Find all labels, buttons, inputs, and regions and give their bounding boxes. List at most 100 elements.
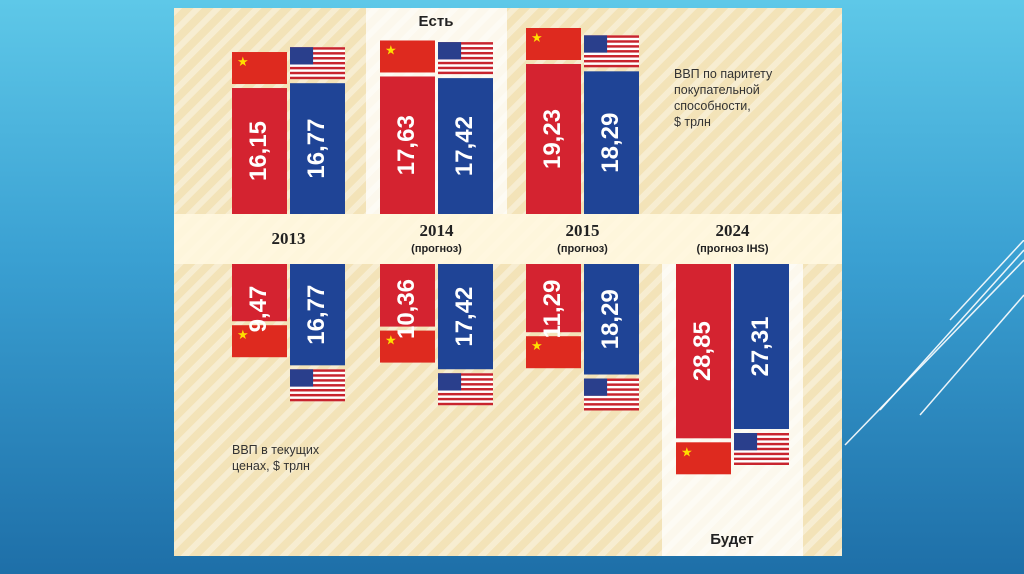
flag-usa-icon-ppp-2014-stripe [438, 66, 493, 70]
label-ppp-china-2015: 19,23 [539, 109, 566, 169]
bar-nominal-china-2014 [380, 264, 435, 327]
flag-china-icon-nominal-2024-star-icon: ★ [681, 445, 693, 460]
flag-china-icon-ppp-2013-star-icon: ★ [237, 55, 249, 70]
flag-usa-icon-ppp-2015-canton [584, 35, 608, 53]
flag-usa-icon-nominal-2024-stripe [734, 447, 789, 451]
label-nominal-china-2015: 11,29 [539, 280, 566, 339]
decorative-lines [840, 239, 1024, 465]
flag-usa-icon-nominal-2013-stripe [290, 374, 345, 377]
flag-usa-icon-nominal-2015-canton [584, 378, 608, 396]
flag-china-icon-nominal-2013 [232, 325, 287, 358]
flag-usa-icon-nominal-2024-stripe [734, 437, 789, 441]
flag-usa-icon-nominal-2024-stripe [734, 433, 789, 436]
gdp-infographic: Есть Будет 2013 ★ 16,15 16,77 ★ 9,47 16,77 2014 (п… [174, 8, 842, 556]
bar-nominal-china-2013 [232, 264, 287, 322]
flag-usa-icon-ppp-2015-stripe [584, 45, 639, 48]
flag-usa-icon-nominal-2015-stripe [584, 393, 639, 396]
bar-nominal-china-2024 [676, 264, 731, 439]
flag-usa-icon-ppp-2015-stripe [584, 55, 639, 58]
flag-usa-icon-nominal-2014-stripe [438, 378, 493, 381]
flag-china-icon-nominal-2014-star-icon: ★ [385, 334, 397, 349]
flag-usa-icon-ppp-2015-stripe [584, 59, 639, 63]
flag-usa-icon-nominal-2013-stripe [290, 379, 345, 382]
flag-usa-icon-ppp-2013-stripe [290, 47, 345, 50]
flag-china-icon-ppp-2015 [526, 28, 581, 60]
bar-ppp-usa-2014 [438, 78, 493, 215]
bar-nominal-usa-2015 [584, 264, 639, 375]
flag-usa-icon-nominal-2015-stripe [584, 408, 639, 411]
flag-usa-icon-nominal-2013-canton [290, 369, 314, 387]
bar-ppp-china-2014 [380, 76, 435, 214]
label-ppp-usa-2014: 17,42 [451, 116, 478, 176]
year-label-2024: 2024 [716, 221, 751, 240]
bar-nominal-usa-2013 [290, 264, 345, 366]
year-sub-2015: (прогноз) [557, 243, 608, 255]
flag-usa-icon-ppp-2014-stripe [438, 47, 493, 50]
flag-usa-icon-nominal-2024-stripe [734, 462, 789, 465]
flag-china-icon-ppp-2013 [232, 52, 287, 85]
flag-usa-icon-ppp-2014-stripe [438, 56, 493, 60]
flag-china-icon-nominal-2014 [380, 330, 435, 363]
flag-usa-icon-ppp-2013-stripe [290, 66, 345, 70]
note-nominal-line: ВВП в текущих [232, 443, 320, 457]
label-nominal-china-2024: 28,85 [689, 321, 716, 381]
flag-usa-icon-ppp-2014-stripe [438, 71, 493, 75]
flag-usa-icon-nominal-2014-canton [438, 373, 462, 391]
flag-usa-icon-nominal-2013-stripe [290, 389, 345, 392]
label-nominal-china-2013: 9,47 [245, 286, 272, 333]
note-ppp-line: покупательной [674, 83, 760, 97]
bar-nominal-usa-2024 [734, 264, 789, 429]
flag-usa-icon-nominal-2014-stripe [438, 388, 493, 391]
footer-budet: Будет [710, 531, 754, 548]
label-nominal-china-2014: 10,36 [393, 279, 420, 339]
flag-usa-icon-ppp-2013-canton [290, 47, 314, 65]
flag-china-icon-nominal-2024 [676, 442, 731, 475]
label-ppp-china-2014: 17,63 [393, 115, 420, 175]
flag-usa-icon-nominal-2013-stripe [290, 384, 345, 387]
flag-usa-icon-nominal-2015-stripe [584, 403, 639, 406]
flag-usa-icon-ppp-2013-stripe [290, 52, 345, 55]
flag-usa-icon-nominal-2013-stripe [290, 398, 345, 402]
year-label-2013: 2013 [272, 229, 306, 248]
year-label-2015: 2015 [566, 221, 600, 240]
year-sub-2024: (прогноз IHS) [696, 243, 768, 255]
bar-ppp-china-2013 [232, 88, 287, 214]
flag-usa-icon-nominal-2014-stripe [438, 392, 493, 396]
flag-china-icon-nominal-2015 [526, 336, 581, 369]
year-label-2014: 2014 [420, 221, 455, 240]
note-ppp-line: способности, [674, 99, 751, 113]
bar-ppp-usa-2013 [290, 83, 345, 214]
flag-usa-icon-ppp-2015-stripe [584, 50, 639, 53]
label-ppp-china-2013: 16,15 [245, 121, 272, 181]
flag-usa-icon-nominal-2013-stripe [290, 393, 345, 397]
note-ppp-line: $ трлн [674, 115, 711, 129]
header-est: Есть [419, 13, 454, 30]
flag-usa-icon-ppp-2014-stripe [438, 61, 493, 65]
flag-usa-icon-nominal-2015-stripe [584, 378, 639, 381]
flag-usa-icon-ppp-2013-stripe [290, 76, 345, 80]
flag-usa-icon-ppp-2014-stripe [438, 42, 493, 45]
label-ppp-usa-2015: 18,29 [597, 113, 624, 173]
flag-usa-icon-nominal-2015-stripe [584, 388, 639, 391]
flag-usa-icon-nominal-2014-stripe [438, 402, 493, 406]
flag-usa-icon-ppp-2013-stripe [290, 61, 345, 65]
flag-usa-icon-nominal-2015-stripe [584, 398, 639, 401]
flag-usa-icon-nominal-2015-stripe [584, 383, 639, 386]
flag-usa-icon-nominal-2013-stripe [290, 369, 345, 372]
flag-usa-icon-ppp-2013-stripe [290, 57, 345, 60]
year-sub-2014: (прогноз) [411, 243, 462, 255]
note-nominal-line: ценах, $ трлн [232, 459, 310, 473]
flag-usa-icon-ppp-2015-stripe [584, 35, 639, 38]
flag-usa-icon-nominal-2014-stripe [438, 373, 493, 376]
flag-usa-icon-ppp-2014-canton [438, 42, 462, 60]
flag-china-icon-nominal-2013-star-icon: ★ [237, 328, 249, 343]
label-nominal-usa-2015: 18,29 [597, 289, 624, 349]
flag-usa-icon-ppp-2013-stripe [290, 71, 345, 75]
bar-ppp-china-2015 [526, 64, 581, 214]
label-nominal-usa-2013: 16,77 [303, 285, 330, 345]
label-nominal-usa-2024: 27,31 [747, 316, 774, 376]
flag-china-icon-ppp-2015-star-icon: ★ [531, 31, 543, 46]
label-nominal-usa-2014: 17,42 [451, 287, 478, 347]
bar-nominal-usa-2014 [438, 264, 493, 370]
